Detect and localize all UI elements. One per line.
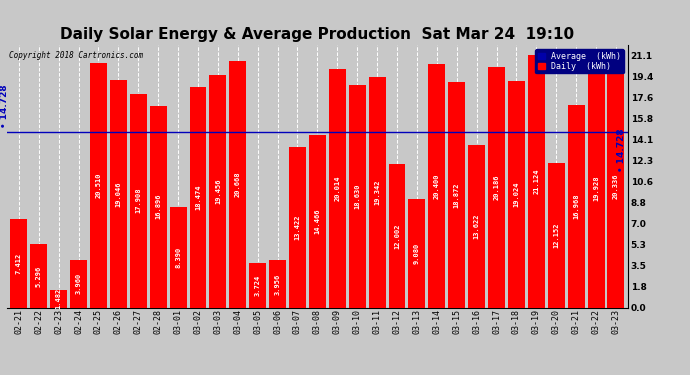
- Text: • 14.728: • 14.728: [0, 85, 9, 128]
- Text: 19.342: 19.342: [374, 179, 380, 205]
- Bar: [150, 106, 166, 308]
- Bar: [448, 82, 465, 308]
- Text: • 14.728: • 14.728: [617, 128, 626, 172]
- Text: 5.296: 5.296: [36, 265, 42, 286]
- Text: 18.630: 18.630: [354, 184, 360, 209]
- Text: 3.956: 3.956: [275, 273, 281, 294]
- Bar: [210, 75, 226, 308]
- Bar: [388, 164, 406, 308]
- Bar: [348, 85, 366, 308]
- Text: 7.412: 7.412: [16, 253, 22, 274]
- Bar: [289, 147, 306, 308]
- Text: 19.456: 19.456: [215, 178, 221, 204]
- Text: 1.482: 1.482: [56, 288, 61, 309]
- Bar: [30, 244, 47, 308]
- Text: 19.024: 19.024: [513, 181, 520, 207]
- Bar: [408, 199, 425, 308]
- Bar: [528, 56, 545, 308]
- Text: 8.390: 8.390: [175, 247, 181, 268]
- Text: 14.466: 14.466: [315, 209, 320, 234]
- Bar: [309, 135, 326, 308]
- Title: Daily Solar Energy & Average Production  Sat Mar 24  19:10: Daily Solar Energy & Average Production …: [60, 27, 575, 42]
- Bar: [170, 207, 186, 308]
- Text: 3.960: 3.960: [75, 273, 81, 294]
- Text: 20.400: 20.400: [434, 173, 440, 198]
- Bar: [249, 263, 266, 308]
- Text: 18.474: 18.474: [195, 184, 201, 210]
- Bar: [50, 290, 67, 308]
- Text: 21.124: 21.124: [533, 169, 540, 194]
- Bar: [110, 80, 127, 308]
- Text: 17.908: 17.908: [135, 188, 141, 213]
- Text: 20.186: 20.186: [493, 174, 500, 200]
- Bar: [70, 260, 87, 308]
- Text: 13.622: 13.622: [473, 213, 480, 239]
- Bar: [10, 219, 28, 308]
- Bar: [130, 94, 147, 308]
- Text: 20.014: 20.014: [334, 176, 340, 201]
- Legend: Average  (kWh), Daily  (kWh): Average (kWh), Daily (kWh): [535, 49, 624, 74]
- Text: 19.928: 19.928: [593, 176, 599, 201]
- Text: 18.872: 18.872: [454, 182, 460, 208]
- Text: 19.046: 19.046: [115, 181, 121, 207]
- Text: 3.724: 3.724: [255, 274, 261, 296]
- Text: 12.152: 12.152: [553, 222, 560, 248]
- Text: 9.080: 9.080: [414, 243, 420, 264]
- Bar: [568, 105, 584, 308]
- Bar: [607, 65, 624, 308]
- Bar: [190, 87, 206, 308]
- Bar: [90, 63, 107, 308]
- Bar: [508, 81, 525, 308]
- Text: 20.336: 20.336: [613, 173, 619, 199]
- Text: 13.422: 13.422: [295, 214, 301, 240]
- Text: 20.510: 20.510: [95, 172, 101, 198]
- Bar: [548, 162, 564, 308]
- Text: 20.668: 20.668: [235, 171, 241, 197]
- Bar: [229, 61, 246, 308]
- Bar: [469, 145, 485, 308]
- Bar: [329, 69, 346, 308]
- Bar: [588, 70, 604, 308]
- Bar: [368, 77, 386, 308]
- Bar: [488, 67, 505, 308]
- Text: 16.968: 16.968: [573, 194, 579, 219]
- Bar: [428, 64, 445, 308]
- Bar: [269, 260, 286, 308]
- Text: 12.002: 12.002: [394, 223, 400, 249]
- Text: 16.896: 16.896: [155, 194, 161, 219]
- Text: Copyright 2018 Cartronics.com: Copyright 2018 Cartronics.com: [9, 51, 143, 60]
